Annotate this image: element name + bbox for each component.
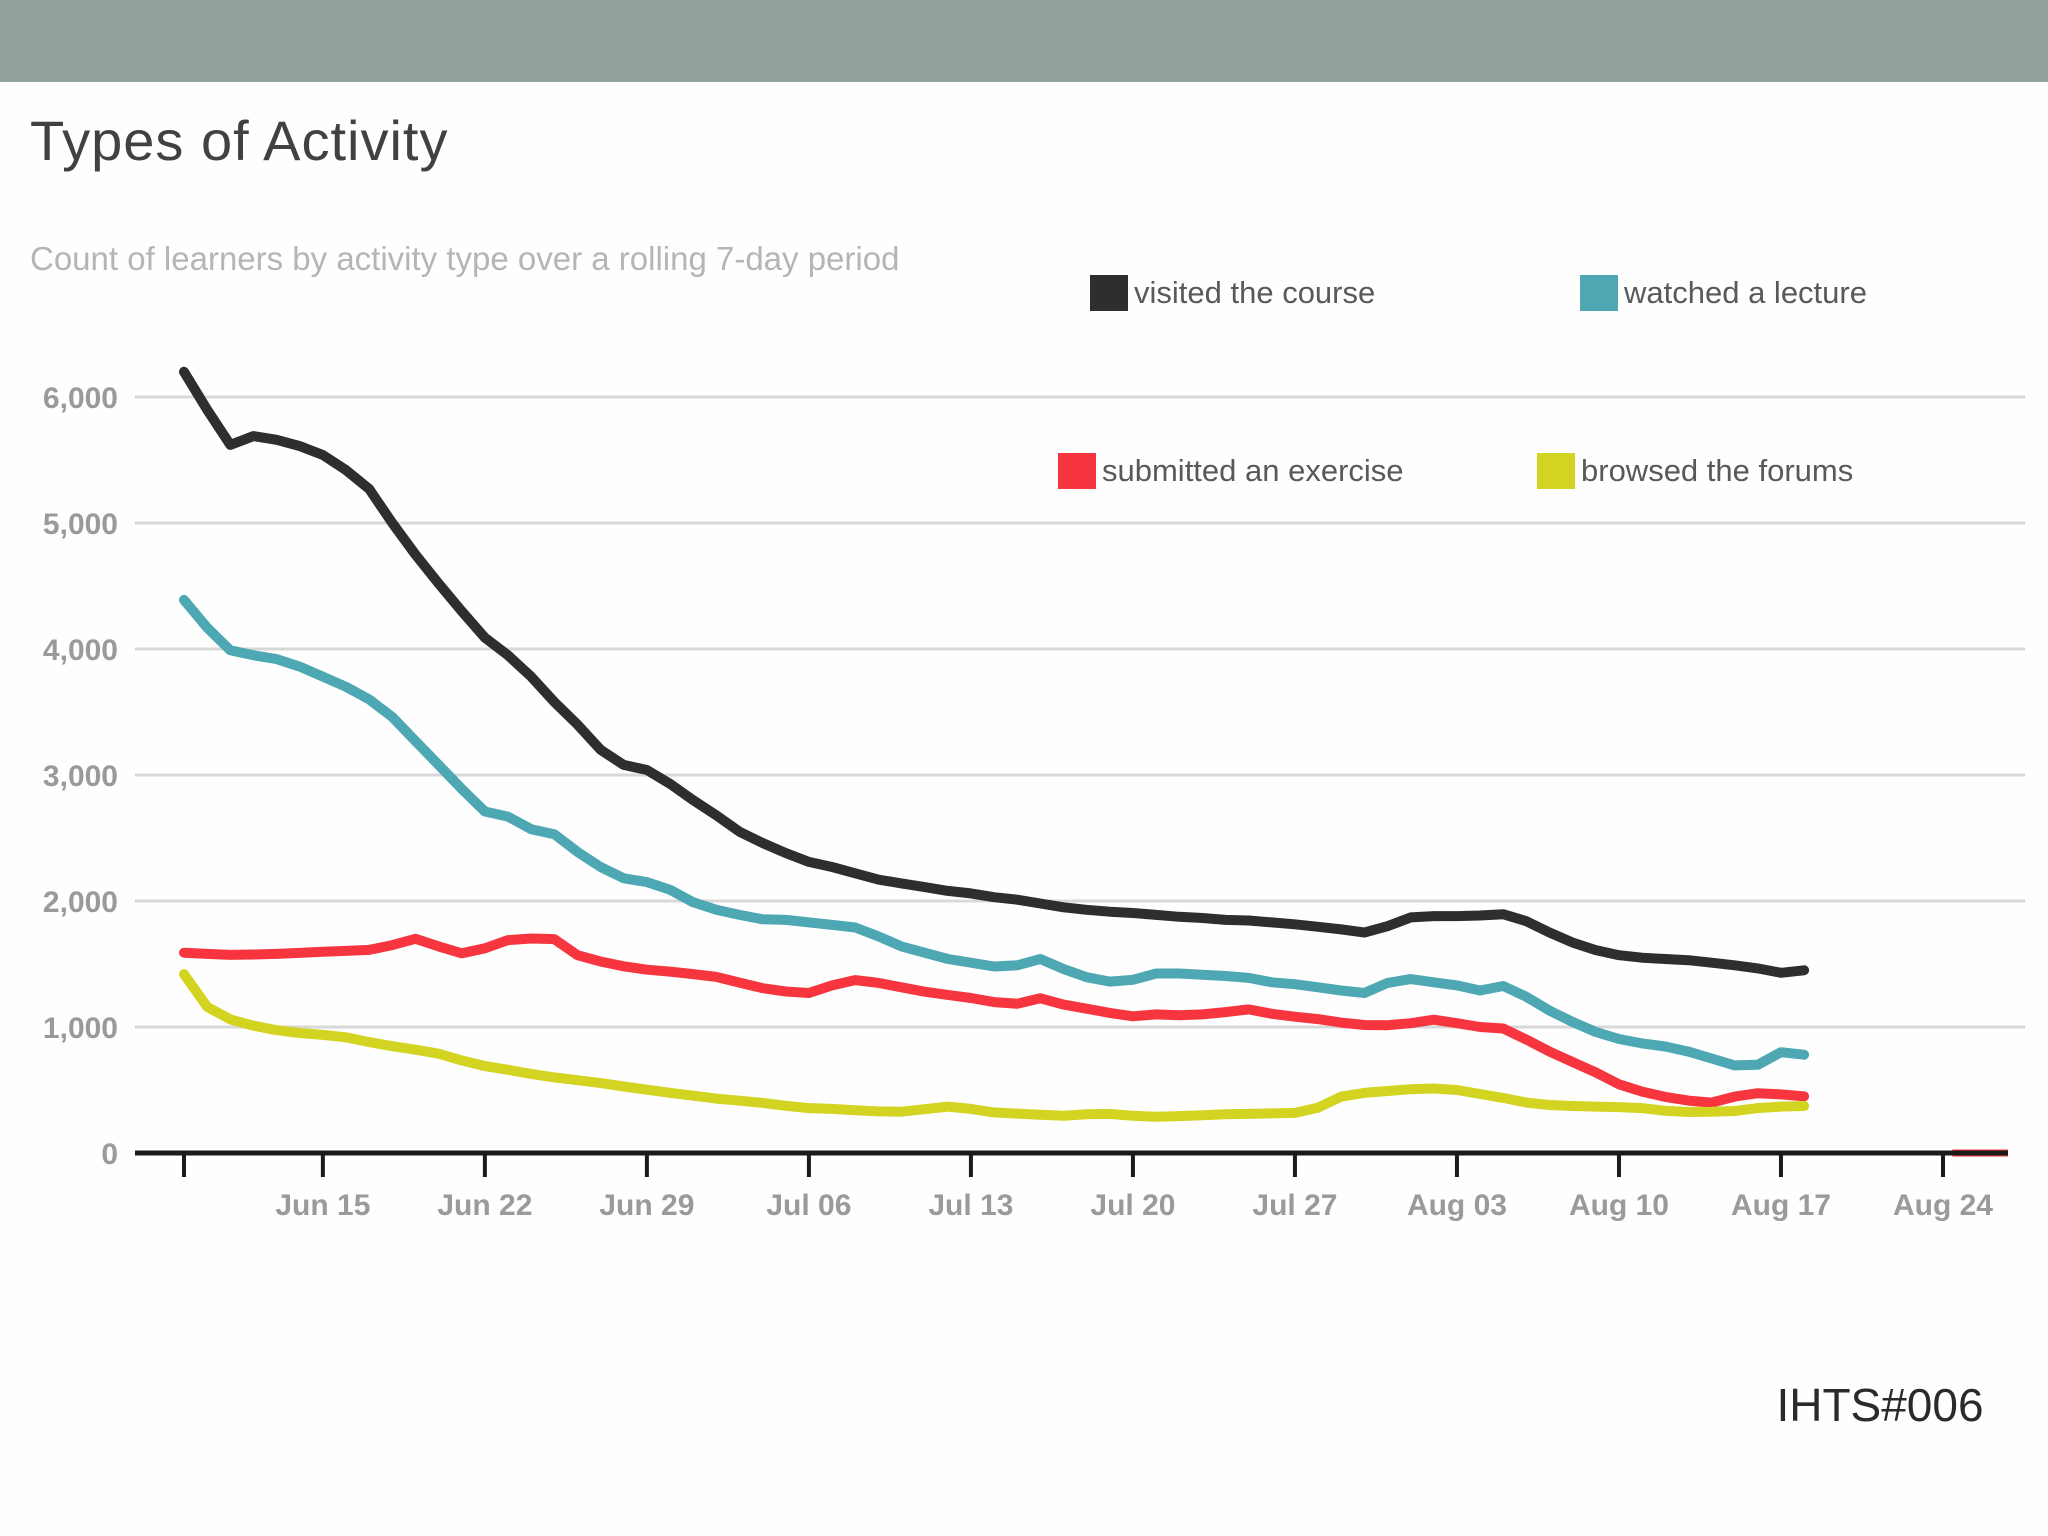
legend-label: visited the course xyxy=(1134,275,1376,310)
series-line-watched-a-lecture xyxy=(179,594,1810,1071)
header-bar xyxy=(0,0,2048,82)
legend-label: submitted an exercise xyxy=(1102,453,1404,488)
x-axis-tick-label: Aug 24 xyxy=(1893,1189,1993,1222)
page-subtitle: Count of learners by activity type over … xyxy=(30,240,900,277)
y-axis-tick-label: 0 xyxy=(101,1138,118,1171)
legend-item-visited: visited the course xyxy=(1090,274,1375,312)
x-axis-tick-label: Jul 06 xyxy=(766,1189,851,1222)
series-lines xyxy=(179,366,2008,1157)
y-axis-tick-label: 2,000 xyxy=(43,886,118,919)
legend-item-browsed: browsed the forums xyxy=(1537,452,1853,490)
legend-label: watched a lecture xyxy=(1624,275,1867,310)
legend-label: browsed the forums xyxy=(1581,453,1854,488)
y-axis-tick-label: 6,000 xyxy=(43,382,118,415)
x-axis-tick-label: Jul 27 xyxy=(1252,1189,1337,1222)
gridlines xyxy=(135,395,2025,1029)
x-axis-tick-label: Jun 22 xyxy=(437,1189,532,1222)
x-axis xyxy=(135,1150,2008,1177)
watermark-code: IHTS#006 xyxy=(1776,1379,1984,1431)
y-axis-tick-label: 1,000 xyxy=(43,1012,118,1045)
legend-swatch-visited xyxy=(1090,275,1128,311)
legend-swatch-browsed xyxy=(1537,453,1575,489)
x-axis-labels: Jun 15 Jun 22 Jun 29 Jul 06 Jul 13 Jul 20 Jul … xyxy=(275,1189,1993,1222)
legend-item-submitted: submitted an exercise xyxy=(1058,452,1404,490)
x-axis-tick-label: Jun 15 xyxy=(275,1189,370,1222)
x-axis-tick-label: Aug 03 xyxy=(1407,1189,1507,1222)
series-line-submitted-an-exercise xyxy=(179,933,1810,1108)
series-line-browsed-the-forums xyxy=(179,969,1810,1122)
legend-swatch-submitted xyxy=(1058,453,1096,489)
y-axis-tick-label: 4,000 xyxy=(43,634,118,667)
y-axis-tick-label: 5,000 xyxy=(43,508,118,541)
x-axis-tick-label: Jul 20 xyxy=(1090,1189,1175,1222)
page-title: Types of Activity xyxy=(30,109,449,172)
series-line-visited-the-course xyxy=(179,366,1810,978)
legend-swatch-watched xyxy=(1580,275,1618,311)
y-axis-tick-label: 3,000 xyxy=(43,760,118,793)
x-axis-tick-label: Jul 13 xyxy=(928,1189,1013,1222)
x-axis-tick-label: Aug 10 xyxy=(1569,1189,1669,1222)
legend-item-watched: watched a lecture xyxy=(1580,274,1867,312)
y-axis-labels: 0 1,000 2,000 3,000 4,000 5,000 6,000 xyxy=(43,382,118,1171)
x-axis-tick-label: Aug 17 xyxy=(1731,1189,1831,1222)
x-axis-tick-label: Jun 29 xyxy=(599,1189,694,1222)
